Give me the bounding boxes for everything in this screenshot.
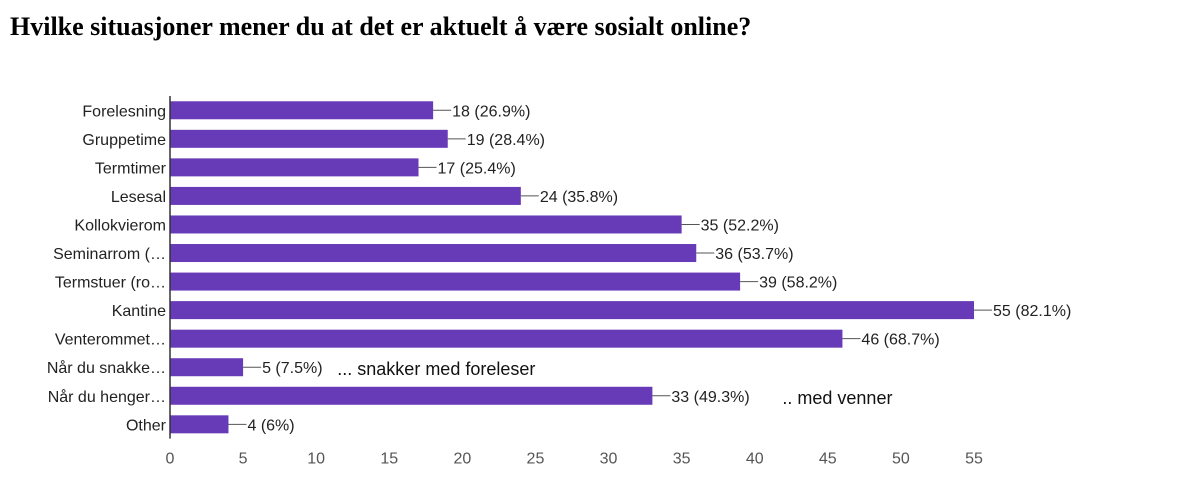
- category-label: Other: [126, 417, 167, 434]
- data-label: 46 (68.7%): [861, 332, 939, 349]
- x-tick-label: 45: [819, 451, 837, 468]
- bar: [170, 244, 697, 263]
- x-tick-label: 20: [453, 451, 471, 468]
- bar: [170, 386, 653, 405]
- category-label: Termtimer: [95, 160, 167, 177]
- category-label: Gruppetime: [82, 132, 166, 149]
- x-tick-label: 30: [600, 451, 618, 468]
- category-label: Venterommet…: [55, 332, 166, 349]
- x-tick-label: 50: [892, 451, 910, 468]
- data-label: 24 (35.8%): [540, 189, 618, 206]
- data-label: 19 (28.4%): [467, 132, 545, 149]
- bar: [170, 101, 434, 120]
- category-label: Kollokvierom: [74, 217, 166, 234]
- category-label: Forelesning: [82, 103, 166, 120]
- data-label: 5 (7.5%): [262, 360, 322, 377]
- x-tick-label: 40: [746, 451, 764, 468]
- x-tick-label: 15: [380, 451, 398, 468]
- bar: [170, 215, 682, 234]
- category-label: Termstuer (ro…: [55, 275, 166, 292]
- bar: [170, 329, 843, 348]
- bar: [170, 358, 244, 377]
- x-tick-label: 25: [527, 451, 545, 468]
- category-label: Når du snakke…: [47, 359, 166, 377]
- data-label: 35 (52.2%): [701, 217, 779, 234]
- x-tick-label: 35: [673, 451, 691, 468]
- category-label: Kantine: [112, 303, 166, 320]
- x-tick-label: 0: [166, 451, 175, 468]
- data-label: 17 (25.4%): [438, 160, 516, 177]
- bar: [170, 272, 741, 291]
- category-label: Seminarrom (…: [53, 246, 166, 263]
- category-label: Lesesal: [111, 189, 166, 206]
- chart-title: Hvilke situasjoner mener du at det er ak…: [10, 12, 752, 41]
- data-label: 55 (82.1%): [993, 303, 1071, 320]
- bar: [170, 301, 974, 320]
- bar: [170, 158, 419, 177]
- data-label: 36 (53.7%): [715, 246, 793, 263]
- data-label: 18 (26.9%): [452, 103, 530, 120]
- bar: [170, 129, 448, 148]
- bar: [170, 415, 229, 434]
- x-tick-label: 55: [965, 451, 983, 468]
- annotation-text: .. med venner: [782, 388, 892, 408]
- bar: [170, 186, 521, 205]
- x-tick-label: 5: [239, 451, 248, 468]
- x-tick-label: 10: [307, 451, 325, 468]
- data-label: 33 (49.3%): [671, 389, 749, 406]
- annotation-text: ... snakker med foreleser: [337, 359, 535, 379]
- category-label: Når du henger…: [48, 388, 166, 406]
- data-label: 4 (6%): [247, 417, 294, 434]
- data-label: 39 (58.2%): [759, 275, 837, 292]
